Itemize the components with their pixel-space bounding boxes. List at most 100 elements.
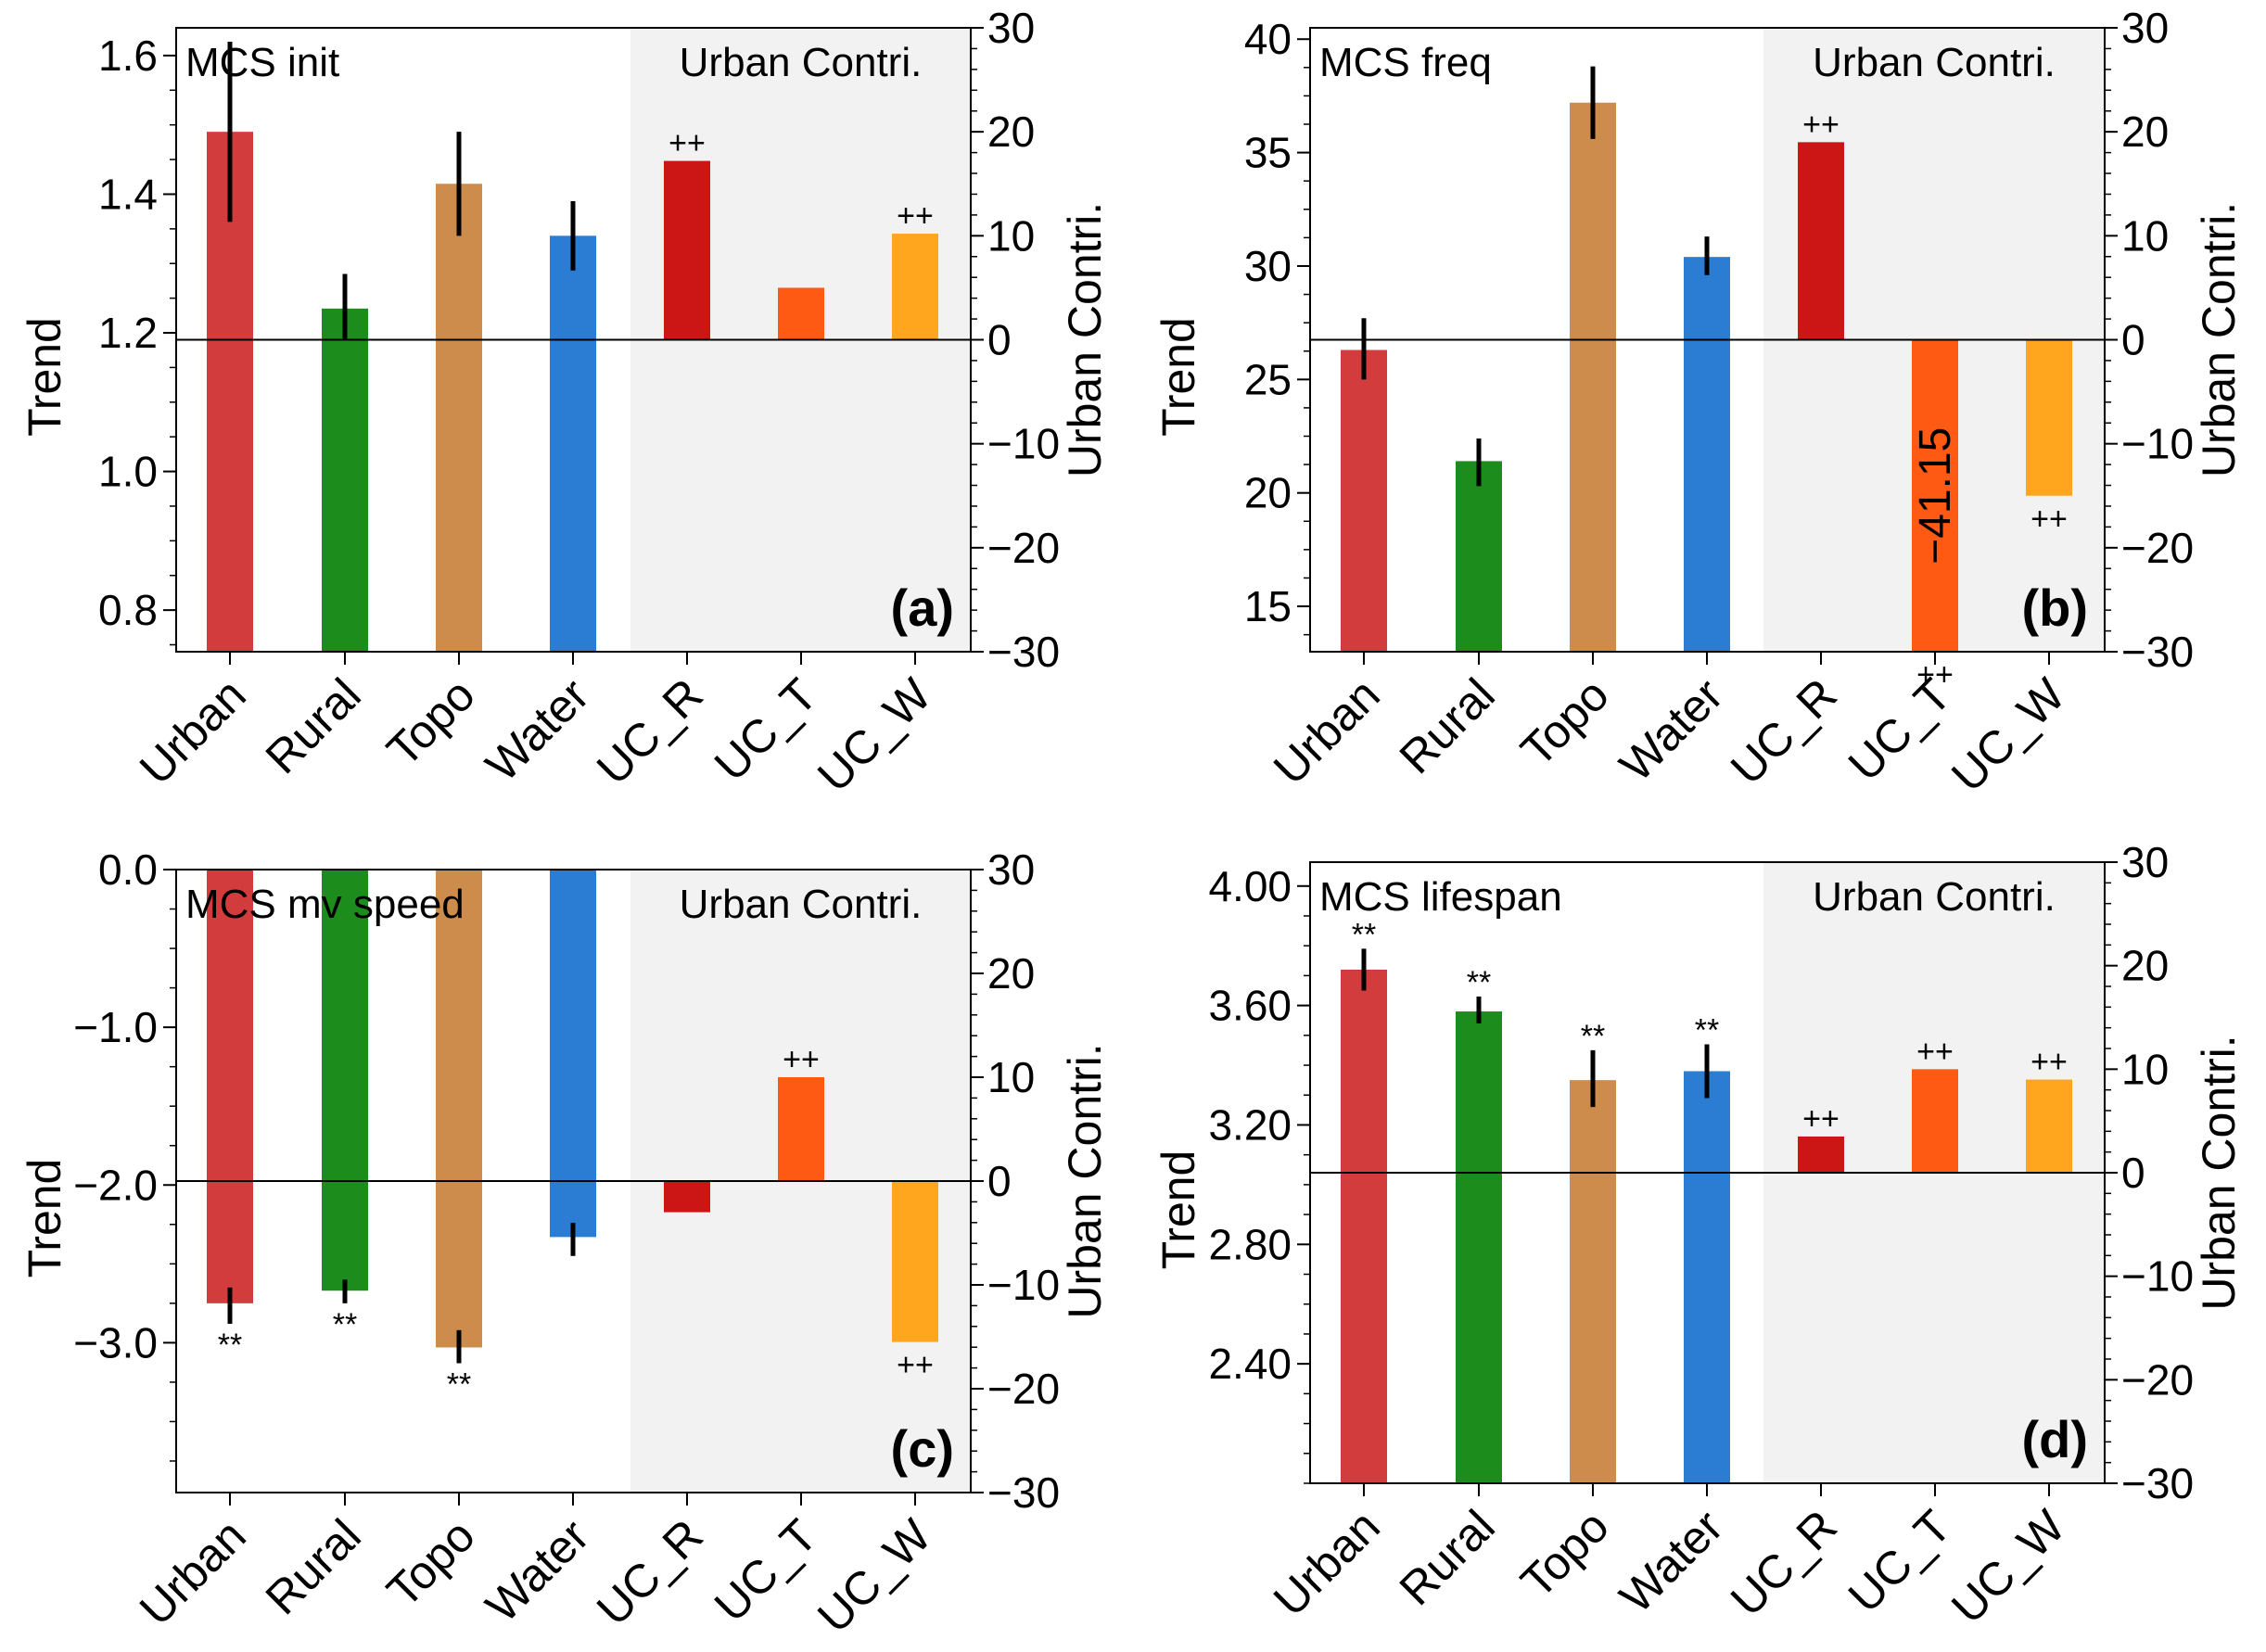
x-tick-label: UC_R [587,668,713,794]
bar-water [550,235,596,653]
panel-title: MCS mv speed [185,882,465,927]
y-tick-label: 35 [1244,129,1292,177]
chart-panel-1: ++ ++ 0.8 1.0 1.2 1.4 1.6 −30 −20 −10 0 10 20 30 Urban… [19,4,1111,802]
x-tick-label: Urban [130,668,256,794]
y2-tick-label: 0 [2121,1149,2145,1197]
urban-contri-label: Urban Contri. [680,40,923,85]
y-tick-label: 20 [1244,469,1292,517]
panel-title: MCS init [185,40,339,85]
y2-tick-label: −20 [2121,524,2194,572]
significance-label: ++ [897,198,934,234]
bar-topo [1570,102,1616,652]
urban-contri-label: Urban Contri. [1813,874,2056,920]
x-tick-label: UC_R [587,1509,713,1635]
panel-title: MCS lifespan [1319,874,1562,920]
bar-uc-w [2026,1079,2072,1173]
urban-contri-label: Urban Contri. [1813,40,2056,85]
y2-tick-label: −30 [2121,1459,2194,1507]
y2-tick-label: 30 [987,4,1035,52]
bar-uc-t [778,1077,824,1181]
panel-tag: (a) [891,578,954,637]
y-axis-title: Trend [19,317,70,437]
bar-rural [1456,461,1502,652]
y-tick-label: 25 [1244,355,1292,403]
y-tick-label: 15 [1244,582,1292,630]
y2-tick-label: 20 [987,108,1035,156]
significance-label: ++ [2030,502,2068,537]
y2-axis-title: Urban Contri. [2193,202,2245,477]
bar-uc-w [892,1181,938,1342]
y2-tick-label: −10 [987,420,1060,468]
y2-tick-label: −30 [987,628,1060,676]
significance-label: ++ [668,126,706,161]
bar-uc-r [1798,142,1844,340]
y2-tick-label: 10 [987,1053,1035,1101]
chart-panel-3: ++ ++ ** ** ** −3.0 −2.0 −1.0 0.0 −30 −20 −10 0 10 20 3… [19,845,1111,1643]
significance-label: ** [1695,1012,1719,1048]
y2-tick-label: −10 [987,1261,1060,1309]
y2-tick-label: −20 [2121,1355,2194,1404]
x-tick-label: UC_T [705,1509,827,1632]
x-tick-label: UC_T [1839,1500,1961,1622]
y2-tick-label: 30 [2121,4,2169,52]
bar-rural [322,870,368,1291]
bar-uc-r [664,160,710,340]
y-tick-label: −3.0 [73,1318,158,1366]
urban-contri-label: Urban Contri. [680,882,923,927]
bar-water [550,870,596,1238]
x-tick-label: Water [1610,668,1733,792]
significance-label: ++ [1916,1034,1954,1069]
panel-tag: (b) [2021,578,2088,637]
y-tick-label: 3.20 [1208,1100,1292,1149]
significance-label: ++ [1802,107,1840,142]
y2-tick-label: −10 [2121,420,2194,468]
y-tick-label: −2.0 [73,1161,158,1209]
bar-uc-t [778,287,824,340]
x-tick-label: UC_W [1941,1500,2075,1633]
data-label: −41.15 [1911,427,1960,565]
bar-urban [1341,969,1387,1483]
y2-axis-title: Urban Contri. [1059,1043,1111,1318]
bar-urban [207,870,253,1303]
y-axis-title: Trend [1152,317,1204,437]
bar-uc-w [892,234,938,340]
y2-tick-label: −20 [987,1365,1060,1413]
y-tick-label: 3.60 [1208,982,1292,1030]
chart-panel-2: ++++−41.15 ++152025303540−30−20−100102030… [1152,4,2245,802]
y2-tick-label: 10 [2121,1045,2169,1093]
y2-tick-label: 30 [987,845,1035,894]
y2-tick-label: −30 [987,1468,1060,1517]
x-tick-label: Topo [1511,1500,1619,1608]
y2-tick-label: 0 [987,316,1012,364]
y2-tick-label: −10 [2121,1252,2194,1301]
significance-label: ** [1581,1019,1605,1054]
x-tick-label: Rural [1390,1500,1505,1615]
y-tick-label: 4.00 [1208,862,1292,910]
significance-label: ** [333,1307,357,1342]
significance-label: ++ [783,1042,820,1077]
y-axis-title: Trend [1152,1150,1204,1270]
bar-urban [1341,349,1387,652]
y2-tick-label: 10 [2121,211,2169,260]
x-tick-label: UC_R [1721,1500,1847,1626]
y2-tick-label: 10 [987,211,1035,260]
x-tick-label: UC_W [808,1509,941,1643]
significance-label: ++ [897,1348,934,1383]
significance-label: ** [447,1366,471,1402]
x-tick-label: Urban [130,1509,256,1635]
y-tick-label: 1.2 [98,309,158,357]
y-tick-label: 1.4 [98,170,158,218]
y2-tick-label: 20 [987,949,1035,998]
y2-tick-label: 20 [2121,942,2169,990]
y2-tick-label: 0 [987,1157,1012,1205]
significance-label: ** [1352,917,1376,952]
x-tick-label: UC_W [808,668,941,802]
y2-tick-label: −20 [987,524,1060,572]
panel-tag: (d) [2021,1410,2088,1468]
y-axis-title: Trend [19,1159,70,1278]
bar-topo [436,870,482,1348]
significance-label: ** [218,1328,242,1363]
bar-rural [1456,1011,1502,1483]
y-tick-label: 0.0 [98,845,158,894]
